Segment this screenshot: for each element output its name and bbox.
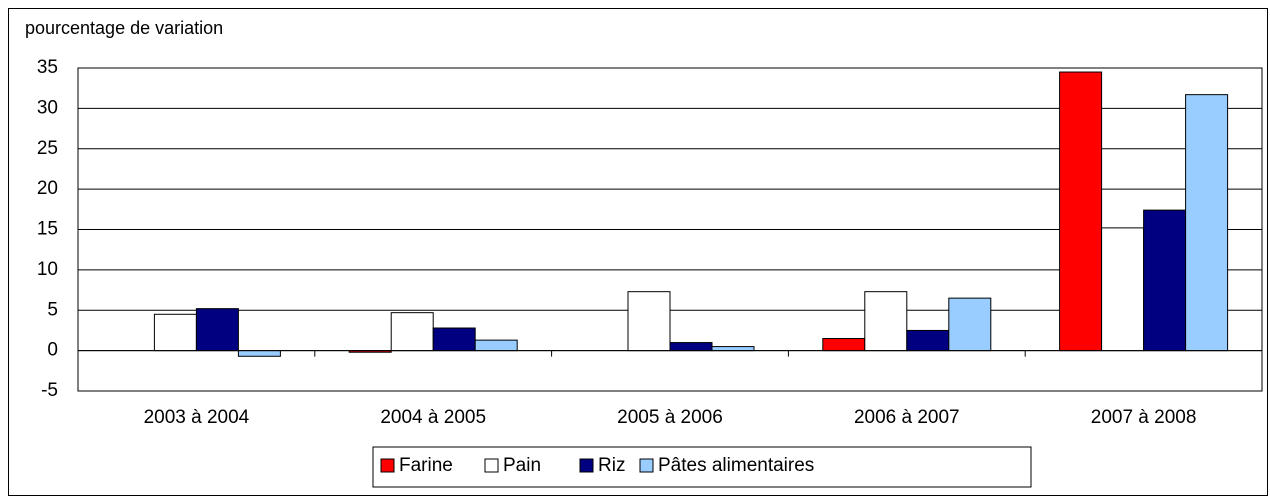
bar — [711, 346, 755, 352]
bar — [1143, 209, 1187, 352]
x-tick-label: 2005 à 2006 — [617, 407, 723, 428]
bar — [1059, 71, 1103, 352]
bar — [627, 291, 671, 352]
x-tick-label: 2003 à 2004 — [144, 407, 250, 428]
y-tick-label: 5 — [47, 299, 58, 320]
y-tick-label: 10 — [37, 259, 58, 280]
bar — [948, 297, 992, 352]
legend-swatch — [484, 458, 499, 473]
bar — [864, 291, 908, 352]
y-tick-label: 30 — [37, 97, 58, 118]
bar — [237, 350, 281, 357]
y-axis-title: pourcentage de variation — [25, 18, 223, 38]
bar — [906, 329, 950, 352]
y-tick-label: 0 — [47, 340, 58, 361]
y-tick-label: 25 — [37, 138, 58, 159]
legend-label: Farine — [399, 455, 453, 476]
bar — [669, 342, 713, 352]
legend-swatch — [639, 458, 654, 473]
legend-label: Pâtes alimentaires — [658, 455, 814, 476]
x-tick-label: 2007 à 2008 — [1091, 407, 1197, 428]
plot-border — [77, 67, 1263, 392]
bar — [1101, 227, 1145, 352]
x-tick-label: 2006 à 2007 — [854, 407, 960, 428]
bar — [1185, 94, 1229, 352]
legend-swatch — [380, 458, 395, 473]
y-tick-label: 15 — [37, 219, 58, 240]
bar — [195, 308, 239, 352]
bar — [822, 338, 866, 352]
y-tick-label: 35 — [37, 57, 58, 78]
legend-swatch — [579, 458, 594, 473]
x-tick-label: 2004 à 2005 — [380, 407, 486, 428]
legend-label: Pain — [503, 455, 541, 476]
legend-label: Riz — [598, 455, 625, 476]
chart-frame — [8, 8, 1268, 496]
bar — [390, 312, 434, 352]
bar — [474, 339, 518, 352]
bar — [432, 327, 476, 352]
legend-box — [372, 446, 1032, 488]
bar — [153, 313, 197, 352]
y-tick-label: -5 — [41, 380, 58, 401]
y-tick-label: 20 — [37, 178, 58, 199]
